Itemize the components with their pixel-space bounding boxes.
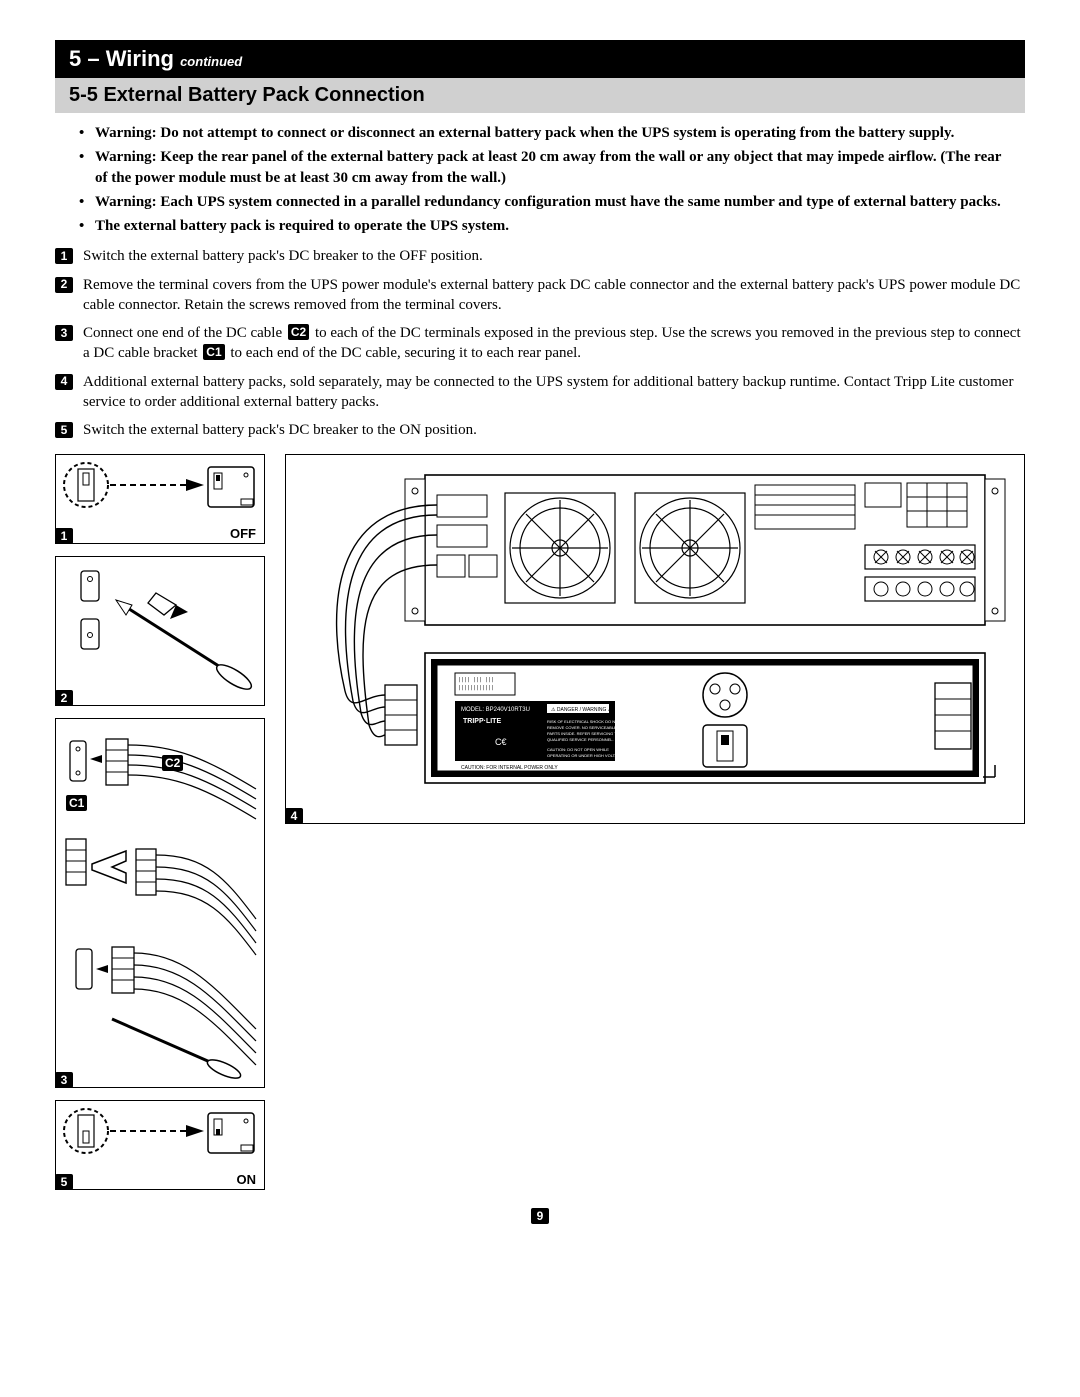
svg-text:||||||||||||: |||||||||||| xyxy=(458,685,494,691)
step-number-badge: 5 xyxy=(55,422,73,438)
step-number-badge: 2 xyxy=(55,277,73,293)
svg-text:RISK OF ELECTRICAL SHOCK DO NO: RISK OF ELECTRICAL SHOCK DO NOT xyxy=(547,719,621,724)
svg-text:|||| ||| |||: |||| ||| ||| xyxy=(458,677,494,683)
c1-badge: C1 xyxy=(66,795,87,811)
step-text: Remove the terminal covers from the UPS … xyxy=(83,275,1025,316)
on-label: ON xyxy=(237,1172,257,1187)
step-text: Connect one end of the DC cable C2 to ea… xyxy=(83,323,1025,364)
step-text: Switch the external battery pack's DC br… xyxy=(83,420,1025,440)
diagram-badge: 4 xyxy=(285,808,303,824)
diagram-badge: 1 xyxy=(55,528,73,544)
diagram-2-remove-covers: 2 xyxy=(55,556,265,706)
off-label: OFF xyxy=(230,526,256,541)
diagram-5-breaker-on: 5 ON xyxy=(55,1100,265,1190)
ref-badge-c2: C2 xyxy=(288,324,309,340)
c2-badge: C2 xyxy=(162,755,183,771)
warning-item: Warning: Do not attempt to connect or di… xyxy=(75,123,1005,143)
system-rear-svg: |||| ||| ||| |||||||||||| MODEL: BP240V1… xyxy=(286,455,1024,823)
step-number-badge: 3 xyxy=(55,325,73,341)
remove-covers-svg xyxy=(56,557,264,705)
breaker-on-svg xyxy=(56,1101,264,1189)
diagram-1-breaker-off: 1 OFF xyxy=(55,454,265,544)
step-number-badge: 4 xyxy=(55,374,73,390)
page-number: 9 xyxy=(55,1208,1025,1226)
subsection-header: 5-5 External Battery Pack Connection xyxy=(55,78,1025,113)
warning-item: The external battery pack is required to… xyxy=(75,216,1005,236)
diagram-badge: 2 xyxy=(55,690,73,706)
step-item: 5 Switch the external battery pack's DC … xyxy=(55,420,1025,440)
diagram-4-system-rear: |||| ||| ||| |||||||||||| MODEL: BP240V1… xyxy=(285,454,1025,824)
diagram-area: 1 OFF 2 xyxy=(55,454,1025,1190)
section-header: 5 – Wiring continued xyxy=(55,40,1025,78)
svg-text:PARTS INSIDE. REFER SERVICING: PARTS INSIDE. REFER SERVICING TO xyxy=(547,731,620,736)
svg-text:TRIPP·LITE: TRIPP·LITE xyxy=(463,718,501,725)
svg-text:OPERATING OR UNDER HIGH VOLTAG: OPERATING OR UNDER HIGH VOLTAGE xyxy=(547,753,624,758)
ref-badge-c1: C1 xyxy=(203,344,224,360)
svg-text:QUALIFIED SERVICE PERSONNEL.: QUALIFIED SERVICE PERSONNEL. xyxy=(547,737,614,742)
step-item: 1 Switch the external battery pack's DC … xyxy=(55,246,1025,266)
warning-item: Warning: Each UPS system connected in a … xyxy=(75,192,1005,212)
page-number-badge: 9 xyxy=(531,1208,549,1224)
step-item: 4 Additional external battery packs, sol… xyxy=(55,372,1025,413)
svg-text:CAUTION: FOR INTERNAL POWER ON: CAUTION: FOR INTERNAL POWER ONLY xyxy=(461,765,558,771)
svg-text:C€: C€ xyxy=(495,737,507,747)
svg-text:REMOVE COVER. NO SERVICEABLE: REMOVE COVER. NO SERVICEABLE xyxy=(547,725,617,730)
svg-text:⚠ DANGER / WARNING ⚠: ⚠ DANGER / WARNING ⚠ xyxy=(551,707,613,713)
warnings-list: Warning: Do not attempt to connect or di… xyxy=(55,123,1025,246)
svg-text:CAUTION: DO NOT OPEN WHILE: CAUTION: DO NOT OPEN WHILE xyxy=(547,747,609,752)
diagram-badge: 3 xyxy=(55,1072,73,1088)
step-text: Switch the external battery pack's DC br… xyxy=(83,246,1025,266)
continued-label: continued xyxy=(180,54,242,69)
model-text: MODEL: BP240V10RT3U xyxy=(461,707,530,713)
step-text: Additional external battery packs, sold … xyxy=(83,372,1025,413)
section-title: Wiring xyxy=(106,46,174,71)
dc-cable-svg xyxy=(56,719,264,1087)
step-number-badge: 1 xyxy=(55,248,73,264)
steps-list: 1 Switch the external battery pack's DC … xyxy=(55,246,1025,440)
step-item: 3 Connect one end of the DC cable C2 to … xyxy=(55,323,1025,364)
diagram-badge: 5 xyxy=(55,1174,73,1190)
step-item: 2 Remove the terminal covers from the UP… xyxy=(55,275,1025,316)
section-number: 5 xyxy=(69,46,81,71)
diagram-3-dc-cable: 3 C2 C1 xyxy=(55,718,265,1088)
warning-item: Warning: Keep the rear panel of the exte… xyxy=(75,147,1005,188)
